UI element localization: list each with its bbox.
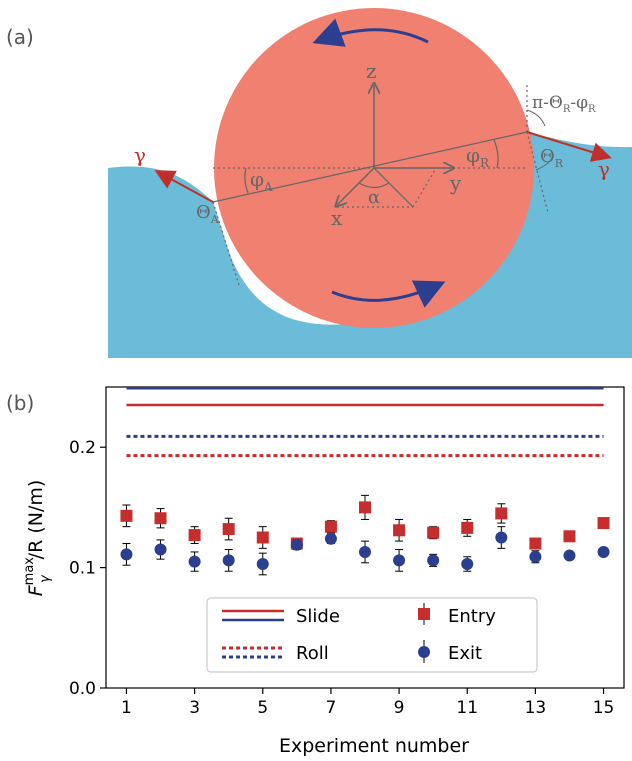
panel-b-label: (b) — [6, 391, 34, 415]
entry-point — [324, 520, 337, 533]
entry-point — [563, 530, 576, 543]
entry-point — [222, 523, 235, 536]
panel-a: (a) z y x α φA φR — [6, 8, 632, 358]
x-tick-label: 15 — [593, 698, 615, 718]
exit-point — [154, 543, 167, 556]
z-axis-label: z — [366, 59, 377, 83]
exit-point — [222, 554, 235, 567]
entry-point — [529, 537, 542, 550]
x-tick-label: 9 — [394, 698, 405, 718]
x-ticks: 1 3 5 7 9 11 13 15 — [121, 688, 614, 718]
x-axis-title: Experiment number — [279, 735, 469, 757]
entry-point — [256, 531, 269, 544]
alpha-label: α — [368, 187, 380, 208]
legend-roll-label: Roll — [296, 643, 329, 664]
phi-r-label: φR — [466, 143, 490, 170]
legend-entry-marker — [418, 608, 430, 620]
tangent-right — [526, 131, 549, 214]
exit-point — [495, 531, 508, 544]
entry-point — [495, 507, 508, 520]
exit-point — [393, 554, 406, 567]
x-tick-label: 7 — [326, 698, 337, 718]
exit-point — [290, 538, 303, 551]
legend: Slide Roll Entry Exit — [206, 597, 538, 673]
gamma-right-label: γ — [598, 157, 610, 181]
y-ticks: 0.0 0.1 0.2 — [69, 438, 106, 699]
rotation-arrow-bottom — [331, 280, 446, 308]
exit-point — [529, 550, 542, 563]
x-axis — [337, 167, 375, 205]
theta-r-label: ΘR — [540, 146, 564, 170]
y-tick-label: 0.1 — [69, 559, 96, 579]
x-tick-label: 11 — [456, 698, 478, 718]
exit-point — [359, 545, 371, 558]
projection-line-2 — [412, 169, 436, 208]
phi-r-arc — [493, 139, 499, 169]
exit-point — [256, 557, 269, 570]
theta-r-arc — [535, 156, 554, 171]
x-axis-label: x — [331, 206, 343, 230]
y-tick-label: 0.2 — [69, 438, 96, 458]
phi-a-label: φA — [250, 167, 273, 194]
entry-point — [461, 521, 474, 534]
exit-point — [188, 555, 201, 568]
y-axis-title: Fmaxγ/R (N/m) — [22, 480, 53, 597]
entry-point — [188, 529, 201, 542]
entry-point — [120, 509, 133, 522]
gamma-left-label: γ — [134, 143, 146, 167]
legend-entry-label: Entry — [448, 606, 496, 627]
contact-line — [212, 131, 528, 203]
phi-a-arc — [244, 167, 249, 194]
entry-point — [393, 524, 406, 537]
liquid-bath — [108, 132, 632, 358]
x-tick-label: 13 — [525, 698, 547, 718]
legend-box — [206, 597, 538, 673]
reference-lines — [126, 386, 604, 458]
legend-exit-label: Exit — [448, 643, 482, 664]
panel-a-label: (a) — [6, 25, 34, 49]
entry-point — [154, 512, 167, 525]
theta-a-label: ΘA — [196, 202, 220, 226]
alpha-arc — [358, 182, 390, 189]
exit-point — [324, 532, 337, 545]
projection-line-3 — [373, 167, 414, 208]
data-points — [120, 494, 610, 576]
exit-point — [563, 549, 576, 562]
x-tick-label: 5 — [257, 698, 268, 718]
entry-point — [427, 526, 440, 539]
x-tick-label: 1 — [121, 698, 132, 718]
top-right-angle-expression: π-ΘR-φR — [532, 93, 596, 115]
y-tick-label: 0.0 — [69, 679, 96, 699]
legend-slide-label: Slide — [296, 606, 340, 627]
legend-exit-marker — [418, 646, 430, 658]
top-angle-arc — [526, 109, 546, 127]
rotation-arrow-top — [312, 18, 429, 47]
x-tick-label: 3 — [189, 698, 200, 718]
gamma-arrow-right — [526, 131, 612, 162]
y-axis-label: y — [449, 171, 462, 195]
exit-point — [120, 548, 133, 561]
gamma-arrow-left — [154, 170, 214, 203]
exit-point — [427, 554, 440, 567]
panel-b: (b) 0.00.10.2 1 3 5 7 9 11 13 15 Fmaxγ/R (N/m) … — [6, 386, 625, 757]
exit-point — [461, 557, 474, 570]
entry-point — [597, 517, 610, 530]
exit-point — [597, 545, 610, 558]
entry-point — [359, 501, 371, 514]
